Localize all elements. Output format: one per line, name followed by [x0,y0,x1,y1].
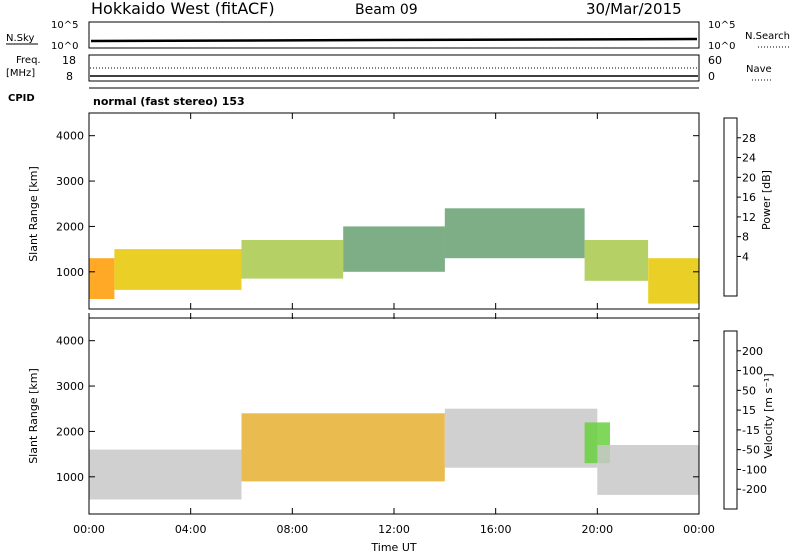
beam-label: Beam 09 [355,2,418,18]
data-band-1 [114,249,242,290]
ytick-label: 4000 [56,130,84,143]
xtick-label: 00:00 [683,523,715,536]
ytick-label: 1000 [56,266,84,279]
data-band-2 [444,408,598,468]
nave-tick-bottom: 0 [708,70,715,83]
colorbar-tick-label: 20 [742,171,756,184]
cpid-label: CPID [8,93,35,104]
power-colorbar: 28 24 20 16 12 8 4 [723,117,756,297]
xtick-label: 20:00 [581,523,613,536]
nsky-label: N.Sky [6,33,34,44]
ytick-label: 2000 [56,425,84,438]
xtick-label: 04:00 [175,523,207,536]
nsky-line [90,37,698,43]
velocity-y-axis: 4000 3000 2000 1000 [56,335,699,484]
freq-tick-top: 18 [62,54,76,67]
data-band-0 [89,449,242,500]
velocity-data [89,408,699,500]
colorbar-tick-label: 24 [742,152,756,165]
time-axis: 00:00 04:00 08:00 12:00 16:00 20:00 00:00 [73,113,715,536]
freq-label: Freq. [16,55,41,66]
data-band-1 [241,413,445,482]
xtick-label: 00:00 [73,523,105,536]
nsky-panel [88,21,700,49]
nsearch-tick-bottom: 10^0 [708,41,735,52]
nsky-trace [90,37,698,43]
xtick-label: 12:00 [378,523,410,536]
ytick-label: 4000 [56,335,84,348]
nave-label: Nave [746,64,772,75]
station-title: Hokkaido West (fitACF) [91,0,275,18]
colorbar-tick-label: -50 [742,444,760,457]
colorbar-tick-label: -15 [742,424,760,437]
colorbar-tick-label: 200 [742,345,763,358]
data-band-2 [241,240,344,279]
colorbar-tick-label: 16 [742,191,756,204]
data-band-4 [597,445,699,495]
cpid-value: normal (fast stereo) 153 [93,95,245,108]
nsearch-label: N.Search [745,31,790,42]
colorbar-frame [723,117,738,297]
colorbar-tick-label: -100 [742,463,767,476]
data-band-4 [444,208,585,259]
colorbar-frame [723,330,738,510]
xtick-label: 08:00 [276,523,308,536]
colorbar-tick-label: 28 [742,132,756,145]
colorbar-tick-label: 12 [742,211,756,224]
colorbar-tick-label: 8 [742,231,749,244]
velocity-ylabel: Slant Range [km] [27,368,40,464]
power-y-axis: 4000 3000 2000 1000 [56,130,699,279]
nsearch-tick-top: 10^5 [708,20,735,31]
colorbar-tick-label: 15 [742,404,756,417]
velocity-colorbar: 200 100 50 15 -15 -50 -100 -200 [723,330,767,510]
date-label: 30/Mar/2015 [586,0,682,18]
colorbar-tick-label: 100 [742,365,763,378]
colorbar-tick-label: 4 [742,250,749,263]
freq-panel [88,54,700,82]
freq-unit-label: [MHz] [6,68,35,79]
colorbar-tick-label: 50 [742,384,756,397]
data-band-0 [89,258,115,299]
power-ylabel: Slant Range [km] [27,166,40,262]
ytick-label: 2000 [56,220,84,233]
power-data [89,208,699,304]
nave-tick-top: 60 [708,54,722,67]
data-band-6 [648,258,699,304]
freq-tick-bottom: 8 [66,70,73,83]
data-band-3 [343,226,445,272]
xlabel: Time UT [370,541,416,554]
ytick-label: 3000 [56,380,84,393]
ytick-label: 1000 [56,471,84,484]
ytick-label: 3000 [56,175,84,188]
xtick-label: 16:00 [480,523,512,536]
nsky-tick-bottom: 10^0 [51,41,78,52]
nsky-tick-top: 10^5 [51,20,78,31]
velocity-colorbar-label: Velocity [m s⁻¹] [762,373,775,458]
colorbar-tick-label: -200 [742,483,767,496]
power-colorbar-label: Power [dB] [760,170,773,230]
data-band-5 [584,240,649,281]
